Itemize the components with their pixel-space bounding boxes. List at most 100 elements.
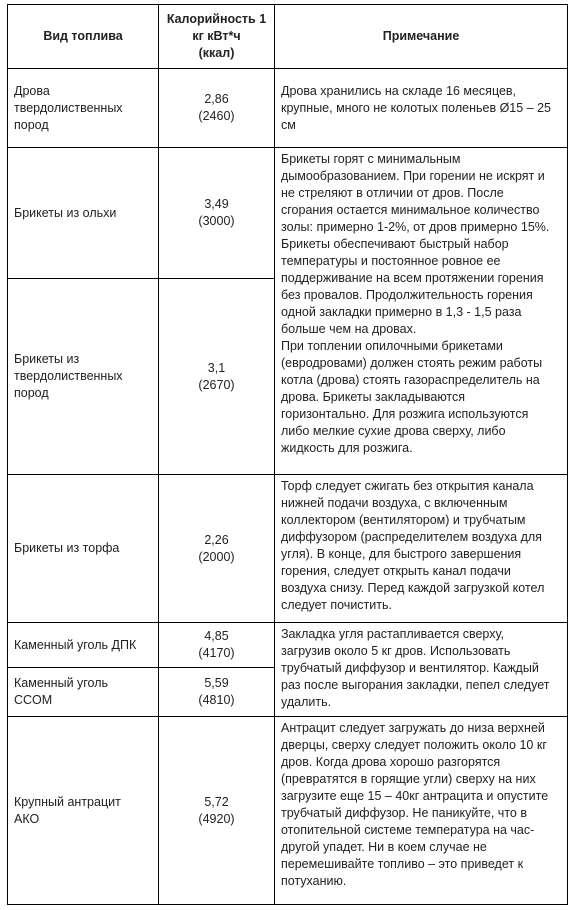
kcal-value: (2000) [198,549,235,564]
note-line: Антрацит следует загружать до низа верхн… [281,721,545,735]
table-row: Брикеты из торфа 2,26 (2000) Торф следуе… [7,474,568,623]
note-line: Дрова хранились на складе 16 месяцев, [281,83,517,98]
table-row: Каменный уголь CCOM 5,59 (4810) [7,667,568,717]
note-line: поддерживание на всем протяжении горения [281,271,544,285]
fuel-name: Брикеты из твердолиственных пород [7,278,159,475]
note-line: Торф следует сжигать без открытия канала [281,479,534,493]
note-line: дымообразованием. При горении не искрят … [281,169,545,183]
kcal-value: (2670) [198,377,235,392]
note-line: дрова. Брикеты закладываются [281,390,466,404]
note-line: трубчатый диффузор и вентилятор. Каждый [281,661,539,675]
fuel-name-line: Брикеты из [14,352,80,366]
note-line: Закладка угля растапливается сверху, [281,627,504,641]
header-note: Примечание [274,4,568,69]
note-line: диффузором (распределителем воздуха для [281,530,542,544]
fuel-name-line: Каменный уголь [14,676,109,690]
calorific-value: 2,86 (2460) [158,68,275,148]
note-line: не стреляют в отличии от дров. После [281,186,504,200]
fuel-name-line: Брикеты из торфа [14,541,120,555]
fuel-table: Вид топлива Калорийность 1 кг кВт*ч (кка… [7,4,568,905]
note-cell-briquettes: Брикеты горят с минимальным дымообразова… [274,147,568,475]
note-line: коллектором (вентилятором) и трубчатым [281,513,526,527]
note-line: удалить. [281,695,332,709]
note-line: трубчатый диффузор. Не паникуйте, что в [281,806,527,820]
fuel-name: Брикеты из ольхи [7,147,159,279]
kwh-value: 4,85 [204,629,229,643]
note-line: При топлении опилочными брикетами [281,339,503,353]
note-line: потуханию. [281,874,347,888]
note-line: дверцы, сверху следует положить около 10… [281,738,547,752]
fuel-name-line: твердолиственных [14,369,123,383]
fuel-name-line: CCOM [14,693,53,707]
kwh-value: 3,1 [207,360,226,375]
calorific-value: 2,26 (2000) [158,474,275,623]
header-calorific-line: (ккал) [198,46,235,60]
note-line: либо мелкие сухие дрова сверху, либо [281,424,506,438]
fuel-name-line: пород [14,386,49,400]
calorific-value: 5,59 (4810) [158,667,275,717]
note-cell: Торф следует сжигать без открытия канала… [274,474,568,623]
fuel-name-line: пород [14,117,49,132]
note-line: Брикеты горят с минимальным [281,152,461,166]
kcal-value: (4170) [198,646,235,660]
note-line: крупные, много не колотых поленьев Ø15 –… [281,100,552,115]
fuel-name-line: Крупный антрацит [14,794,121,809]
kcal-value: (2460) [198,109,235,123]
kwh-value: 5,72 [204,794,229,809]
header-calorific: Калорийность 1 кг кВт*ч (ккал) [158,4,275,69]
note-line: Брикеты обеспечивают быстрый набор [281,237,509,251]
fuel-name: Крупный антрацит АКО [7,716,159,905]
note-line: (евродровами) должен стоять режим работы [281,356,543,370]
note-line: следует почистить. [281,598,392,612]
kcal-value: (4810) [198,693,235,707]
note-cell-coal: Закладка угля растапливается сверху, заг… [274,622,568,717]
note-line: перемешивайте топливо – это приведет к [281,857,524,871]
calorific-value: 3,49 (3000) [158,147,275,279]
fuel-name-line: Брикеты из ольхи [14,205,117,220]
kcal-value: (3000) [198,214,235,228]
note-line: загрузите еще 15 – 40кг антрацита и опус… [281,789,549,803]
table-row: Каменный уголь ДПК 4,85 (4170) Закладка … [7,622,568,717]
note-line: сгорания остается минимальное количество [281,203,540,217]
fuel-name-line: твердолиственных [14,100,123,115]
note-line: жидкость для розжига. [281,441,413,455]
fuel-name-line: Каменный уголь ДПК [14,637,137,652]
calorific-value: 4,85 (4170) [158,622,275,668]
kwh-value: 5,59 [204,676,229,690]
note-line: (превратятся в горящие угли) сверху на н… [281,772,536,786]
note-line: без провалов. Продолжительность горения [281,288,533,302]
fuel-name: Каменный уголь CCOM [7,667,159,717]
note-line: загрузив около 5 кг дров. Использовать [281,644,511,658]
note-line: воздуха снизу. Перед каждой загрузкой ко… [281,581,545,595]
note-line: угля). В конце, для быстрого завершения [281,547,522,561]
table-row: Крупный антрацит АКО 5,72 (4920) Антраци… [7,716,568,905]
table-row: Брикеты из твердолиственных пород 3,1 (2… [7,278,568,475]
kwh-value: 2,26 [204,532,229,547]
note-line: другой упадет. Ни в коем случае не [281,840,487,854]
note-cell: Дрова хранились на складе 16 месяцев, кр… [274,68,568,148]
kwh-value: 2,86 [204,92,229,106]
calorific-value: 5,72 (4920) [158,716,275,905]
note-line: больше чем на дровах. [281,322,417,336]
kcal-value: (4920) [198,811,235,826]
header-fuel-type: Вид топлива [7,4,159,69]
table-row: Дрова твердолиственных пород 2,86 (2460)… [7,68,568,148]
note-line: раз после выгорания закладки, пепел след… [281,678,550,692]
kwh-value: 3,49 [204,197,229,211]
note-line: золы: примерно 1-2%, от дров примерно 15… [281,220,550,234]
note-line: см [281,117,296,132]
note-line: горения, следует открыть канал подачи [281,564,511,578]
note-cell: Антрацит следует загружать до низа верхн… [274,716,568,905]
fuel-name: Брикеты из торфа [7,474,159,623]
fuel-name-line: АКО [14,811,40,826]
header-calorific-line: кг кВт*ч [192,29,241,43]
note-line: дров. Когда дрова хорошо разгорятся [281,755,501,769]
note-line: температуры и постоянное ровное ее [281,254,501,268]
table-row: Брикеты из ольхи 3,49 (3000) Брикеты гор… [7,147,568,475]
note-line: горизонтально. Для розжига используются [281,407,529,421]
header-calorific-line: Калорийность 1 [166,12,267,26]
fuel-name: Дрова твердолиственных пород [7,68,159,148]
fuel-name: Каменный уголь ДПК [7,622,159,668]
header-row: Вид топлива Калорийность 1 кг кВт*ч (кка… [7,4,568,69]
fuel-name-line: Дрова [14,83,50,98]
